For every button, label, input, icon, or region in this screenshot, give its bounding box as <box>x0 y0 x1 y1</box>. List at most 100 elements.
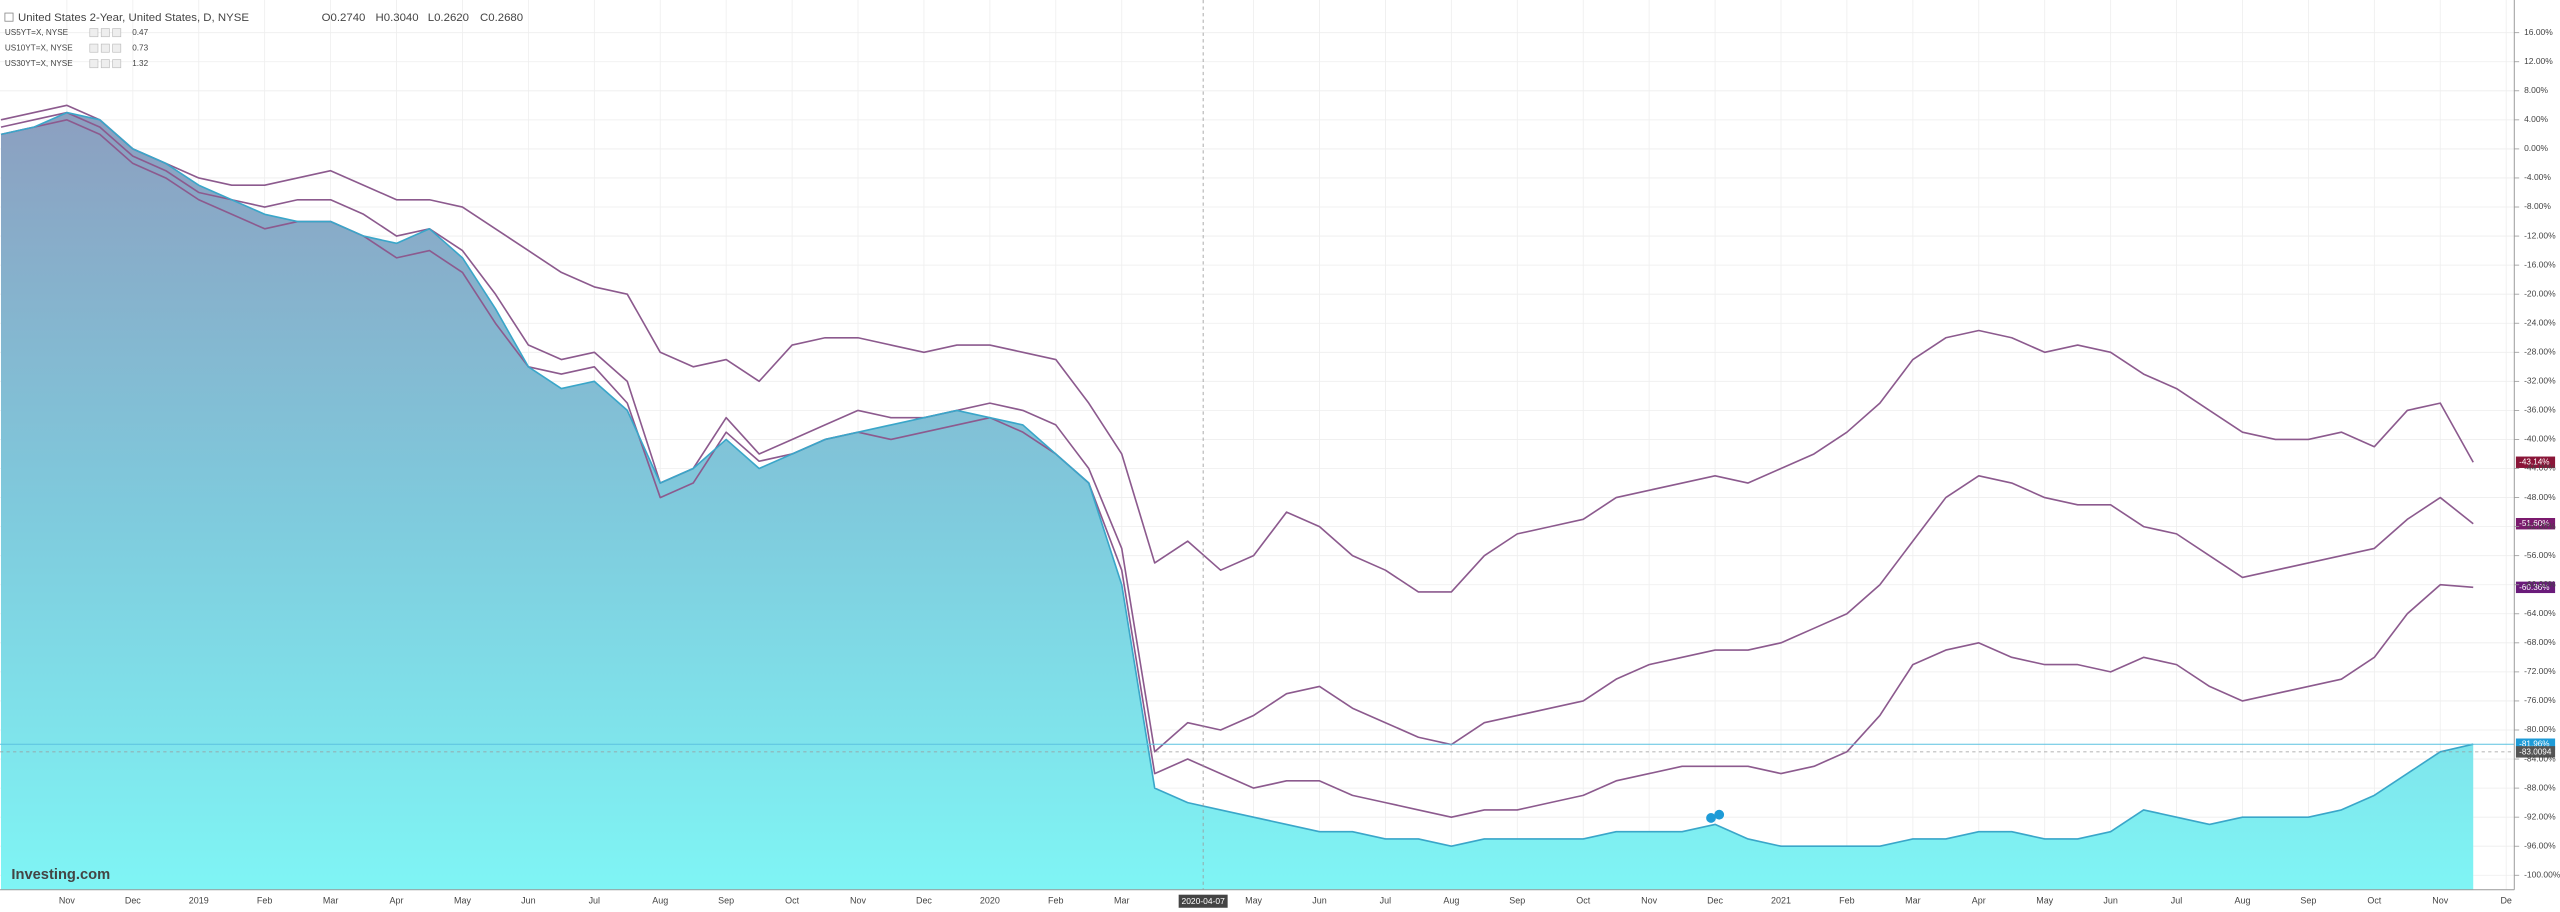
y-tick-label: -88.00% <box>2524 782 2556 792</box>
x-tick-label: Jul <box>1380 896 1391 906</box>
y-tick-label: 4.00% <box>2524 114 2548 124</box>
line <box>0 119 2474 818</box>
y-tick-label: -92.00% <box>2524 811 2556 821</box>
legend-button <box>89 59 99 69</box>
legend-entry: US5YT=X, NYSE <box>5 28 69 37</box>
legend-button <box>89 43 99 53</box>
crosshair-x-label: 2020-04-07 <box>1181 896 1225 906</box>
y-tick-label: -56.00% <box>2524 550 2556 560</box>
x-tick-label: Apr <box>390 896 404 906</box>
x-tick-label: Feb <box>1048 896 1063 906</box>
x-tick-label: Dec <box>125 896 141 906</box>
collapse-icon[interactable] <box>4 12 14 22</box>
x-tick-label: May <box>2036 896 2053 906</box>
y-tick-label: -84.00% <box>2524 753 2556 763</box>
legend-value: 1.32 <box>132 59 148 68</box>
last-value-badge <box>2515 517 2556 530</box>
y-tick-label: -12.00% <box>2524 230 2556 240</box>
last-value-badge <box>2515 738 2556 750</box>
legend-ohlc: O0.2740 <box>322 12 366 24</box>
legend-button <box>100 59 110 69</box>
legend-button <box>112 43 122 53</box>
x-tick-label: Oct <box>2367 896 2381 906</box>
y-tick-label: -64.00% <box>2524 608 2556 618</box>
last-value-label: -43.14% <box>2519 458 2549 467</box>
plot <box>0 104 2474 890</box>
line <box>0 111 2474 848</box>
crosshair-y-label: -83.0094 <box>2519 747 2552 756</box>
y-tick-label: 12.00% <box>2524 56 2553 66</box>
y-tick-label: -52.00% <box>2524 521 2556 531</box>
x-tick-label: May <box>1245 896 1262 906</box>
x-tick-label: Mar <box>1905 896 1920 906</box>
y-tick-label: -28.00% <box>2524 347 2556 357</box>
y-tick-label: -68.00% <box>2524 637 2556 647</box>
x-tick-label: 2021 <box>1771 896 1791 906</box>
x-tick-label: 2020 <box>980 896 1000 906</box>
x-tick-label: Nov <box>1641 896 1657 906</box>
y-tick-label: -36.00% <box>2524 405 2556 415</box>
last-value-label: -60.36% <box>2519 583 2549 592</box>
logo: Investing.com <box>11 867 110 883</box>
x-tick-label: Dec <box>1707 896 1723 906</box>
y-tick-label: -40.00% <box>2524 434 2556 444</box>
x-tick-label: Jun <box>521 896 535 906</box>
last-value-badge <box>2515 456 2556 468</box>
x-tick-label: Jul <box>589 896 600 906</box>
x-tick-label: Feb <box>1839 896 1854 906</box>
x-tick-label: Nov <box>850 896 866 906</box>
y-tick-label: -4.00% <box>2524 172 2551 182</box>
legend-button <box>100 43 110 53</box>
x-tick-label: Oct <box>785 896 799 906</box>
x-tick-label: Sep <box>1509 896 1525 906</box>
y-tick-label: -96.00% <box>2524 840 2556 850</box>
legend-ohlc: H0.3040 <box>376 12 419 24</box>
x-tick-label: Sep <box>2300 896 2316 906</box>
x-tick-label: Jun <box>1312 896 1326 906</box>
x-tick-label: Mar <box>1114 896 1129 906</box>
legend-button <box>89 28 99 38</box>
x-tick-label: Jun <box>2103 896 2117 906</box>
event-icon <box>1706 813 1716 823</box>
legend-entry: US30YT=X, NYSE <box>5 59 73 68</box>
legend-value: 0.47 <box>132 28 148 37</box>
line <box>0 111 2474 753</box>
legend-entry: US10YT=X, NYSE <box>5 43 73 52</box>
area <box>0 112 2474 890</box>
y-tick-label: -80.00% <box>2524 724 2556 734</box>
y-tick-label: -48.00% <box>2524 492 2556 502</box>
x-tick-label: May <box>454 896 471 906</box>
x-tick-label: Mar <box>323 896 338 906</box>
y-tick-label: 8.00% <box>2524 85 2548 95</box>
legend-title: United States 2-Year, United States, D, … <box>18 12 249 24</box>
y-tick-label: -100.00% <box>2524 870 2560 880</box>
x-tick-label: Aug <box>1443 896 1459 906</box>
x-tick-label: Jul <box>2171 896 2182 906</box>
x-tick-label: Aug <box>2234 896 2250 906</box>
y-tick-label: -20.00% <box>2524 288 2556 298</box>
x-tick-label: Sep <box>718 896 734 906</box>
x-tick-label: Dec <box>916 896 932 906</box>
x-tick-label: Nov <box>2432 896 2448 906</box>
y-tick-label: -24.00% <box>2524 317 2556 327</box>
legend: United States 2-Year, United States, D, … <box>4 12 523 24</box>
x-tick-label: Oct <box>1576 896 1590 906</box>
y-tick-label: -32.00% <box>2524 376 2556 386</box>
x-tick-label: Aug <box>652 896 668 906</box>
last-value-label: -51.60% <box>2519 519 2549 528</box>
line <box>0 104 2474 593</box>
legend-button <box>112 28 122 38</box>
legend-ohlc: L0.2620 <box>428 12 469 24</box>
legend-ohlc: C0.2680 <box>480 12 523 24</box>
x-tick-label: De <box>2500 896 2511 906</box>
y-tick-label: 0.00% <box>2524 143 2548 153</box>
y-tick-label: -8.00% <box>2524 201 2551 211</box>
y-tick-label: 16.00% <box>2524 27 2553 37</box>
y-tick-label: -44.00% <box>2524 463 2556 473</box>
x-tick-label: 2019 <box>189 896 209 906</box>
y-tick-label: -72.00% <box>2524 666 2556 676</box>
event-icon <box>1714 809 1725 820</box>
y-tick-label: -16.00% <box>2524 259 2556 269</box>
legend-button <box>112 59 122 69</box>
